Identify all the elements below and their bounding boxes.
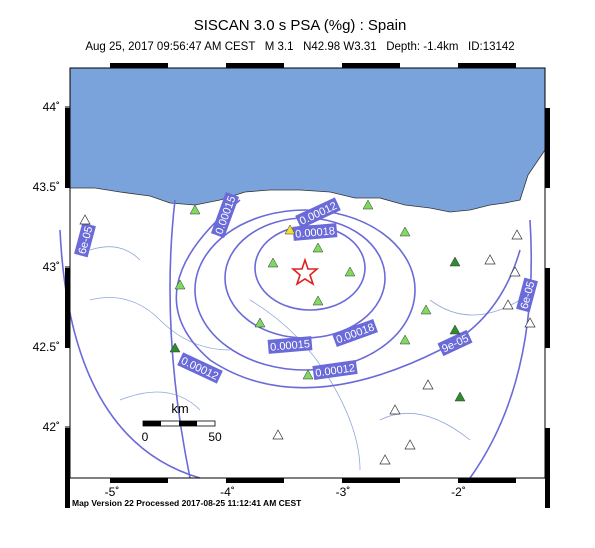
- title: SISCAN 3.0 s PSA (%g) : Spain: [194, 17, 407, 34]
- station: [379, 454, 391, 465]
- station: [422, 379, 434, 390]
- contour-label-box: [292, 223, 338, 241]
- subtitle: Aug 25, 2017 09:56:47 AM CEST M 3.1 N42.…: [85, 41, 514, 53]
- contour-label-text: 0.00015: [270, 338, 311, 353]
- contour-label-box: [312, 360, 358, 380]
- station: [524, 317, 536, 328]
- contour-label-box: [210, 192, 240, 238]
- frame-bar: [110, 478, 168, 483]
- scale-start: 0: [142, 430, 149, 444]
- station: [399, 226, 411, 237]
- lat-tick-label: 42.5˚: [33, 340, 60, 354]
- station: [362, 199, 374, 210]
- station: [174, 279, 186, 290]
- rivers: [89, 246, 521, 471]
- station: [169, 342, 181, 353]
- station: [267, 257, 279, 268]
- lat-tick-label: 42˚: [43, 420, 60, 434]
- station: [511, 229, 523, 240]
- contour-label-box: [295, 197, 341, 229]
- contour-label: 0.00015: [267, 336, 313, 354]
- station: [420, 304, 432, 315]
- station: [272, 429, 284, 440]
- lat-tick-label: 43.5˚: [33, 180, 60, 194]
- frame-bar: [65, 428, 70, 508]
- footer: Map Version 22 Processed 2017-08-25 11:1…: [72, 498, 302, 508]
- frame-bar: [458, 63, 516, 68]
- station: [454, 391, 466, 402]
- station: [449, 256, 461, 267]
- contour-label-text: 0.00018: [295, 225, 336, 240]
- epicenter: [290, 257, 320, 286]
- station: [189, 204, 201, 215]
- frame-bar: [342, 478, 400, 483]
- contour-label: 0.00012: [312, 360, 358, 380]
- station: [344, 266, 356, 277]
- lat-tick-label: 43˚: [43, 260, 60, 274]
- station: [484, 254, 496, 265]
- stations: [79, 199, 536, 465]
- station: [284, 224, 296, 235]
- contour-line: [59, 229, 201, 479]
- ocean: [69, 67, 546, 213]
- contour-label-box: [332, 318, 378, 348]
- station: [389, 404, 401, 415]
- scale-end: 50: [208, 430, 222, 444]
- lon-tick-label: -2˚: [451, 485, 466, 499]
- station: [509, 266, 521, 277]
- contour-line: [175, 199, 521, 389]
- frame-bar: [65, 268, 70, 348]
- station: [502, 299, 514, 310]
- contour-line: [194, 209, 416, 371]
- frame-bar: [226, 63, 284, 68]
- frame-bar: [458, 478, 516, 483]
- scale-bar-segment: [143, 421, 161, 426]
- contour-label: 0.00018: [292, 223, 338, 241]
- contour-label-box: [267, 336, 313, 354]
- station: [79, 214, 91, 225]
- lat-tick-label: 44˚: [43, 100, 60, 114]
- frame-bar: [342, 63, 400, 68]
- frame-bar: [545, 108, 550, 188]
- scale-bar: km 0 50: [142, 401, 222, 444]
- contour-line: [169, 199, 191, 479]
- station: [312, 242, 324, 253]
- contour-label-text: 0.00012: [315, 362, 356, 379]
- frame-bar: [545, 428, 550, 508]
- station: [404, 439, 416, 450]
- lon-tick-label: -4˚: [220, 485, 235, 499]
- contour-label-box: [437, 329, 473, 357]
- frame-bar: [226, 478, 284, 483]
- lon-tick-label: -3˚: [336, 485, 351, 499]
- station: [449, 324, 461, 335]
- lon-tick-label: -5˚: [105, 485, 120, 499]
- scale-unit: km: [171, 401, 188, 416]
- frame-bar: [545, 268, 550, 348]
- station: [254, 317, 266, 328]
- contour-line: [469, 219, 533, 479]
- station: [302, 369, 314, 380]
- frame-bar: [110, 63, 168, 68]
- contour-label-box: [516, 277, 538, 313]
- station: [399, 334, 411, 345]
- contour-label-box: [177, 352, 223, 384]
- scale-bar-segment: [179, 421, 197, 426]
- station: [312, 295, 324, 306]
- contour-label-box: [74, 222, 96, 258]
- frame-bar: [65, 108, 70, 188]
